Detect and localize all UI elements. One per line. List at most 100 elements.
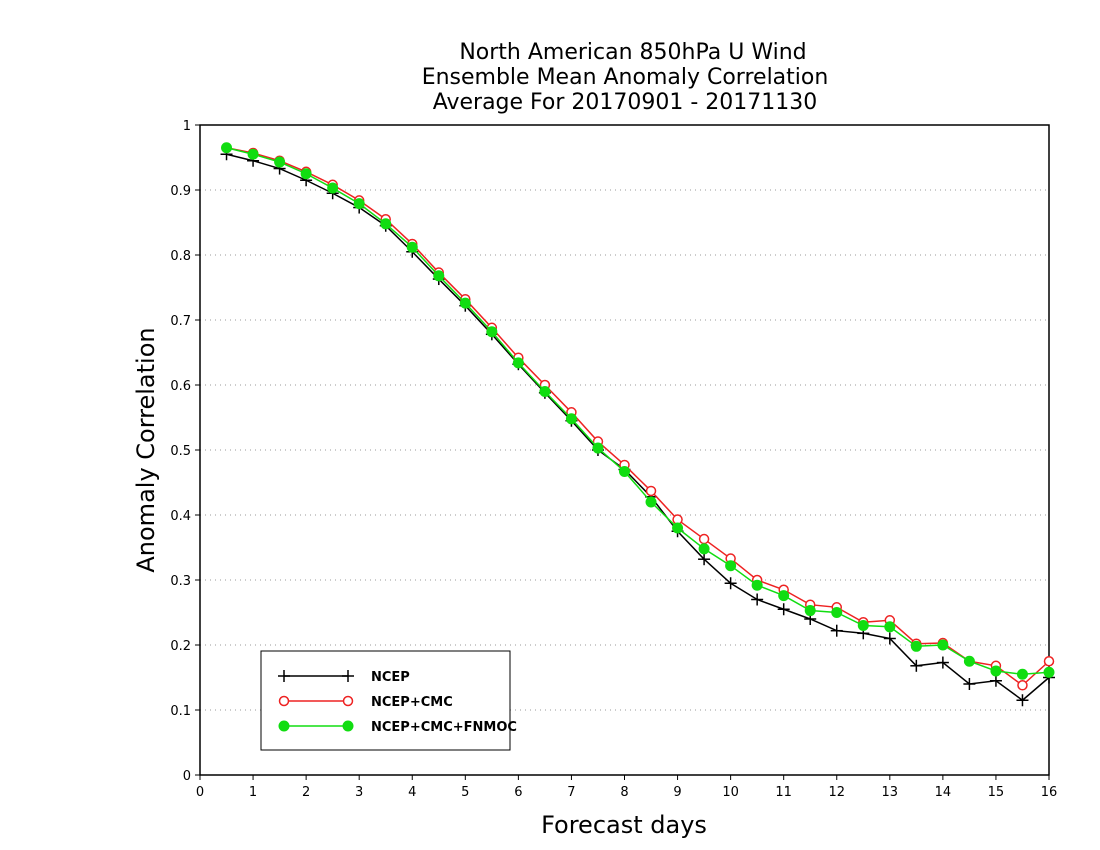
series-0-point-25: [883, 632, 896, 645]
series-0-point-18: [698, 553, 711, 566]
legend-label-1: NCEP+CMC: [371, 695, 453, 710]
series-2-point-25: [884, 621, 896, 633]
y-tick-label-8: 0.8: [170, 249, 191, 264]
y-tick-label-6: 0.6: [170, 379, 191, 394]
series-line-1: [226, 147, 1050, 687]
series-1: [221, 142, 1055, 691]
gridlines: [200, 189, 1049, 711]
series-2-point-4: [327, 182, 339, 194]
series-2-point-18: [698, 543, 710, 555]
series-2-point-3: [300, 168, 312, 180]
y-axis-label: Anomaly Correlation: [132, 327, 160, 572]
series-2-point-8: [433, 270, 445, 282]
x-tick-label-4: 4: [408, 785, 416, 800]
series-2-point-29: [990, 665, 1002, 677]
series-0-point-27: [936, 656, 949, 669]
y-tick-label-5: 0.5: [170, 444, 191, 459]
series-2-point-20: [751, 579, 763, 591]
series-2-point-10: [486, 326, 498, 338]
legend-marker-start-0: [278, 670, 290, 682]
series-line-0: [226, 153, 1050, 702]
chart-title-line-3: Average For 20170901 - 20171130: [433, 90, 818, 115]
x-tick-label-0: 0: [196, 785, 204, 800]
series-2-point-19: [725, 560, 737, 572]
x-tick-label-12: 12: [828, 785, 845, 800]
series-0-point-19: [724, 577, 737, 590]
x-tick-label-2: 2: [302, 785, 310, 800]
legend-marker-end-0: [342, 670, 354, 682]
x-tick-label-15: 15: [988, 785, 1005, 800]
series-2-point-15: [619, 465, 630, 477]
y-tick-label-0: 0: [183, 769, 191, 784]
x-tick-label-10: 10: [722, 785, 739, 800]
series-2-point-21: [778, 590, 790, 602]
legend-label-2: NCEP+CMC+FNMOC: [371, 720, 517, 735]
series-2-point-13: [565, 413, 577, 425]
series-2-point-5: [353, 198, 365, 210]
x-tick-label-1: 1: [249, 785, 257, 800]
series-0-point-26: [910, 659, 923, 672]
y-tick-label-3: 0.3: [170, 574, 191, 589]
series-0-point-29: [989, 674, 1002, 687]
series-2-point-16: [645, 496, 657, 508]
axis-ticks: 00.10.20.30.40.50.60.70.80.910 1 2 3 4 5 6 7 8 9 1…: [170, 119, 1057, 800]
series-2-point-0: [221, 142, 233, 154]
x-tick-label-14: 14: [935, 785, 952, 800]
y-tick-label-1: 0.1: [170, 704, 191, 719]
y-tick-label-7: 0.7: [170, 314, 191, 329]
x-tick-label-8: 8: [620, 785, 628, 800]
series-2: [221, 142, 1055, 680]
series-2-point-9: [459, 297, 471, 309]
series-2-point-27: [937, 639, 949, 651]
x-tick-label-16: 16: [1041, 785, 1058, 800]
x-tick-label-7: 7: [567, 785, 575, 800]
series-0-point-20: [751, 593, 764, 606]
series-2-point-31: [1043, 666, 1055, 678]
legend-label-0: NCEP: [371, 670, 410, 685]
data-series: [220, 142, 1055, 707]
series-1-point-16: [645, 485, 657, 497]
series-0-point-21: [777, 603, 790, 616]
legend-marker-end-2: [342, 720, 354, 732]
legend-marker-start-1: [278, 695, 290, 707]
legend-marker-start-2: [278, 720, 290, 732]
series-0: [220, 148, 1055, 707]
x-tick-label-13: 13: [882, 785, 899, 800]
series-line-2: [226, 147, 1050, 676]
x-tick-label-9: 9: [673, 785, 681, 800]
y-tick-label-9: 0.9: [170, 184, 191, 199]
series-2-point-28: [963, 655, 975, 667]
series-2-point-12: [539, 386, 551, 397]
legend: NCEP NCEP+CMC NCEP+CMC+FNMOC: [260, 650, 517, 751]
x-tick-label-6: 6: [514, 785, 522, 800]
series-2-point-7: [406, 241, 418, 253]
y-tick-label-2: 0.2: [170, 639, 191, 654]
x-tick-label-5: 5: [461, 785, 469, 800]
series-2-point-17: [672, 522, 684, 534]
series-1-point-18: [698, 533, 710, 545]
series-0-point-23: [830, 624, 843, 637]
chart-title-line-2: Ensemble Mean Anomaly Correlation: [422, 65, 829, 90]
series-0-point-28: [963, 678, 976, 690]
series-2-point-24: [857, 620, 869, 631]
chart-title-line-1: North American 850hPa U Wind: [459, 40, 806, 65]
x-tick-label-11: 11: [775, 785, 792, 800]
series-2-point-22: [804, 605, 816, 617]
series-2-point-23: [831, 607, 843, 618]
series-1-point-31: [1043, 656, 1055, 667]
series-2-point-30: [1016, 668, 1028, 680]
y-tick-label-4: 0.4: [170, 509, 191, 524]
legend-marker-end-1: [342, 695, 354, 707]
x-tick-label-3: 3: [355, 785, 363, 800]
chart-title: North American 850hPa U Wind Ensemble Me…: [422, 40, 829, 115]
series-2-point-1: [247, 148, 259, 160]
series-2-point-6: [380, 218, 392, 230]
series-2-point-26: [910, 640, 922, 652]
x-axis-label: Forecast days: [541, 811, 707, 839]
series-2-point-2: [274, 156, 286, 168]
y-tick-label-10: 1: [183, 119, 191, 134]
series-1-point-30: [1017, 680, 1028, 691]
series-0-point-30: [1016, 694, 1029, 707]
series-2-point-14: [592, 442, 604, 454]
